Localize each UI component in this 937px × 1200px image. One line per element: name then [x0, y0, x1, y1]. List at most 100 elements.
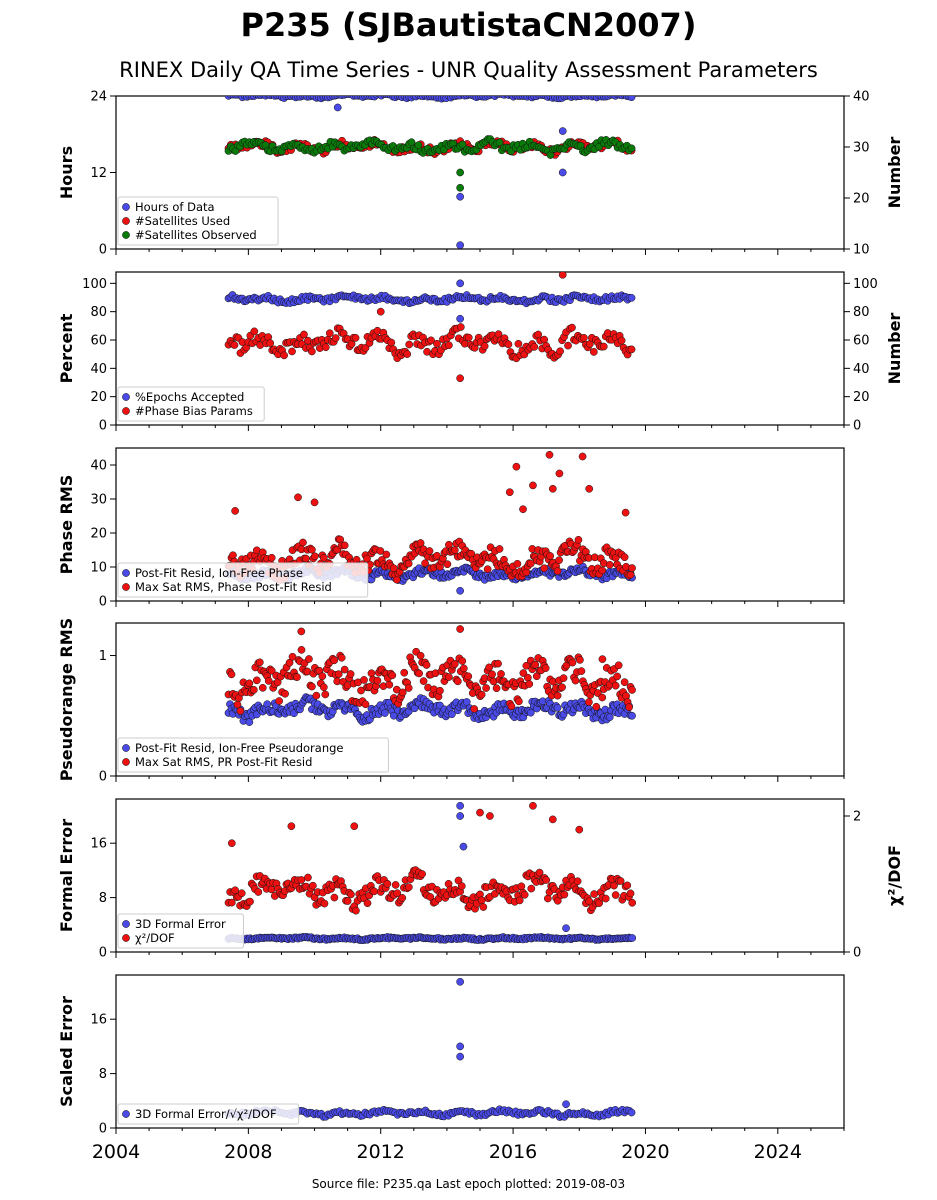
point [488, 670, 496, 679]
legend-marker [122, 920, 130, 928]
point [479, 903, 488, 911]
point [305, 655, 313, 663]
point [419, 677, 428, 685]
legend-marker [122, 583, 130, 591]
point [421, 559, 429, 568]
y2-axis-label: Number [885, 137, 904, 209]
legend-label: %Epochs Accepted [135, 390, 244, 404]
point [308, 682, 316, 691]
chart-subtitle: RINEX Daily QA Time Series - UNR Quality… [119, 58, 818, 82]
points-group [224, 96, 636, 249]
point [340, 541, 349, 550]
point [275, 697, 283, 705]
outlier-point [456, 314, 464, 323]
points-group [224, 625, 636, 726]
point [577, 667, 586, 675]
point [553, 567, 562, 575]
legend-marker [122, 744, 130, 752]
legend-marker [122, 203, 130, 211]
y-tick-label: 10 [90, 561, 107, 576]
outlier-point [621, 508, 630, 517]
outlier-point [578, 452, 587, 461]
y2-axis-label: Number [885, 313, 904, 385]
point [231, 886, 239, 895]
y2-axis-label: χ²/DOF [885, 845, 904, 906]
outlier-point [456, 374, 464, 383]
point [351, 334, 360, 342]
outlier-point [310, 498, 319, 507]
legend-box [117, 737, 389, 773]
outlier-point [598, 655, 607, 663]
point [321, 690, 330, 699]
point [281, 689, 289, 698]
point [443, 560, 452, 569]
outlier-point [545, 450, 554, 459]
point [288, 347, 296, 356]
point [628, 686, 636, 694]
outlier-point [529, 801, 537, 810]
outlier-point [562, 1100, 570, 1109]
point [416, 651, 425, 660]
y2-tick-label: 20 [853, 192, 870, 207]
y2-tick-label: 10 [853, 243, 870, 258]
point [527, 884, 536, 893]
outlier-point [548, 484, 557, 493]
point [558, 683, 566, 692]
point [433, 339, 441, 348]
point [267, 553, 276, 562]
point [620, 678, 629, 687]
point [530, 343, 539, 351]
point [330, 656, 339, 665]
point [458, 657, 467, 665]
point [480, 342, 489, 351]
legend-label: #Phase Bias Params [135, 404, 253, 418]
point [523, 673, 532, 682]
point [614, 661, 623, 670]
y2-tick-label: 40 [853, 362, 870, 377]
point [585, 698, 593, 706]
point [376, 547, 385, 555]
point [627, 345, 636, 354]
point [571, 676, 580, 685]
point [299, 538, 307, 547]
outlier-point [456, 192, 464, 201]
point [407, 138, 416, 147]
y2-tick-label: 80 [853, 305, 870, 320]
point [504, 340, 513, 349]
point [367, 669, 376, 678]
point [517, 882, 526, 891]
legend-label: Max Sat RMS, Phase Post-Fit Resid [135, 580, 332, 594]
point [574, 535, 583, 544]
y2-tick-label: 20 [853, 390, 870, 405]
y2-tick-label: 2 [853, 810, 861, 825]
outlier-point [456, 168, 464, 177]
point [531, 660, 540, 669]
point [337, 653, 346, 662]
point [258, 683, 267, 692]
point [522, 661, 531, 670]
y-tick-label: 8 [99, 891, 107, 906]
point [288, 652, 297, 661]
legend-label: 3D Formal Error [135, 917, 226, 931]
point [515, 697, 523, 706]
point [589, 348, 598, 356]
outlier-point [529, 481, 537, 490]
y-axis-label: Scaled Error [57, 996, 76, 1107]
point [246, 897, 254, 906]
point [398, 894, 407, 902]
point [477, 690, 486, 699]
y-axis-label: Phase RMS [57, 475, 76, 575]
y-tick-label: 40 [90, 362, 107, 377]
y-tick-label: 12 [90, 166, 107, 181]
outlier-point [558, 272, 567, 279]
point [245, 718, 254, 726]
points-group [224, 801, 637, 944]
outlier-point [519, 505, 527, 514]
outlier-point [456, 801, 464, 810]
point [297, 646, 306, 654]
legend: %Epochs Accepted#Phase Bias Params [117, 386, 265, 422]
outlier-point [287, 822, 296, 831]
y-tick-label: 20 [90, 390, 107, 405]
outlier-point [555, 469, 564, 478]
point [302, 554, 310, 563]
